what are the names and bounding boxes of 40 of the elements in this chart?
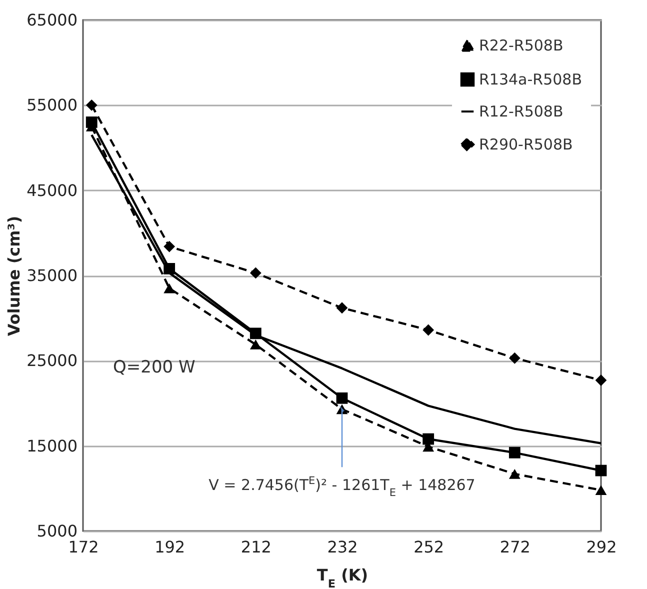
y-tick-label: 65000 xyxy=(26,10,78,30)
y-tick-label: 25000 xyxy=(26,351,78,370)
point xyxy=(508,446,520,458)
legend-label: R134a-R508B xyxy=(479,70,582,88)
legend-label: R22-R508B xyxy=(479,36,564,54)
point xyxy=(86,116,98,128)
legend-label: R12-R508B xyxy=(479,102,564,120)
point xyxy=(86,99,98,111)
x-tick-label: 252 xyxy=(414,538,444,556)
point xyxy=(595,374,607,386)
annotation: Q=200 W xyxy=(113,357,196,378)
y-axis-title: Volume (cm³) xyxy=(4,216,24,336)
y-tick-label: 55000 xyxy=(26,96,78,115)
point xyxy=(595,485,607,496)
x-tick-label: 272 xyxy=(500,538,530,556)
y-tick-label: 35000 xyxy=(26,266,78,285)
point xyxy=(250,328,262,340)
point xyxy=(336,302,348,314)
annotation: V = 2.7456(T$^{E}$)² - 1261T$_{E}$ + 148267 xyxy=(208,475,476,500)
x-tick-label: 192 xyxy=(154,538,186,556)
point xyxy=(250,267,262,279)
x-axis-title: T$_{E}$ (K) xyxy=(316,566,368,589)
x-tick-label: 232 xyxy=(327,538,358,556)
point xyxy=(164,262,176,274)
point xyxy=(164,283,176,294)
point xyxy=(508,352,520,364)
x-tick-label: 212 xyxy=(240,538,272,556)
x-tick-label: 292 xyxy=(586,538,617,556)
y-tick-label: 15000 xyxy=(26,436,78,456)
point xyxy=(422,433,434,445)
y-tick-label: 5000 xyxy=(36,522,78,540)
point xyxy=(422,324,434,336)
point xyxy=(595,464,607,476)
point xyxy=(164,240,176,252)
point xyxy=(508,469,520,479)
y-tick-label: 45000 xyxy=(26,180,78,200)
legend-label: R290-R508B xyxy=(479,136,573,154)
x-tick-label: 172 xyxy=(68,538,99,556)
point xyxy=(336,392,348,404)
point xyxy=(250,340,262,350)
